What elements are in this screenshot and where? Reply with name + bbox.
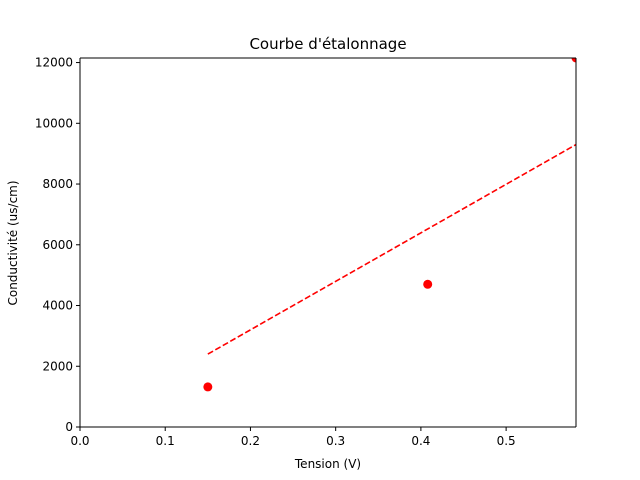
plot-area [79,57,577,428]
x-tick-label: 0.2 [241,434,260,448]
x-tick-label: 0.1 [156,434,175,448]
x-axis: 0.0 0.1 0.2 0.3 0.4 0.5 [70,427,516,448]
y-tick-label: 12000 [35,56,73,70]
data-point [203,382,213,392]
chart-title: Courbe d'étalonnage [249,35,406,53]
x-axis-label: Tension (V) [294,457,361,471]
x-tick-label: 0.3 [326,434,345,448]
plot-content [203,58,576,392]
y-axis-label: Conductivité (us/cm) [6,180,20,305]
data-point [571,58,576,63]
y-tick-label: 2000 [42,359,73,373]
y-tick-label: 6000 [42,238,73,252]
data-point [423,279,433,289]
x-tick-label: 0.5 [497,434,516,448]
x-tick-label: 0.4 [411,434,430,448]
y-tick-label: 8000 [42,177,73,191]
y-tick-label: 0 [65,420,73,434]
y-axis: 0 2000 4000 6000 8000 10000 12000 [35,56,80,434]
fit-line [207,143,576,355]
y-tick-label: 10000 [35,116,73,130]
y-tick-label: 4000 [42,299,73,313]
x-tick-label: 0.0 [70,434,89,448]
